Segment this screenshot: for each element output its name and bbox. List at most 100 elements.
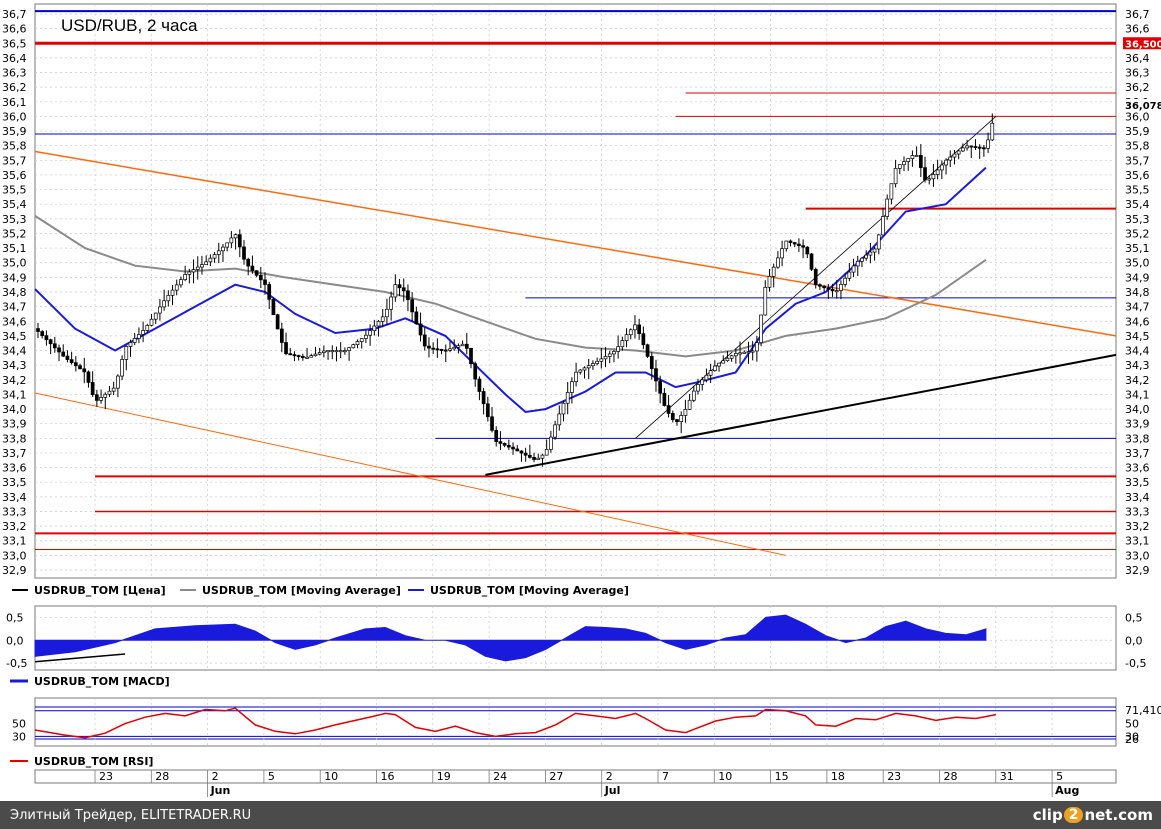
y-tick-right: 34,1 <box>1125 388 1150 401</box>
candle-body <box>633 324 637 331</box>
candle-body <box>767 275 772 288</box>
candle-body <box>839 284 843 291</box>
y-tick-left: 33,9 <box>2 418 27 431</box>
y-tick-right: 33,7 <box>1125 447 1150 460</box>
candle-body <box>973 146 978 149</box>
y-tick-left: 34,6 <box>2 315 27 328</box>
candle-body <box>494 429 499 442</box>
y-tick-right: 33,3 <box>1125 505 1150 518</box>
candle-body <box>515 448 520 452</box>
candle-body <box>881 216 885 236</box>
y-tick-left: 34,4 <box>2 345 27 358</box>
y-tick-left: 34,0 <box>2 403 27 416</box>
candle-body <box>221 246 225 252</box>
candle-body <box>506 444 511 448</box>
day-label: 24 <box>493 770 507 783</box>
y-tick-right: 35,7 <box>1125 154 1150 167</box>
candle-body <box>120 359 124 377</box>
candle-body <box>263 279 267 285</box>
macd-tick-left: 0,0 <box>6 634 24 647</box>
candle-body <box>755 342 759 352</box>
main-y-axis: 32,9 32,933,0 33,033,1 33,133,2 33,233,3 33,3… <box>2 8 1161 577</box>
legend: USDRUB_TOM [Цена] USDRUB_TOM [Moving Aver… <box>12 584 629 597</box>
candle-body <box>620 340 625 348</box>
y-tick-left: 33,2 <box>2 520 27 533</box>
y-tick-right: 33,2 <box>1125 520 1150 533</box>
y-tick-left: 33,1 <box>2 535 27 548</box>
y-tick-left: 35,3 <box>2 213 27 226</box>
candle-body <box>284 342 288 354</box>
candle-body <box>40 331 45 336</box>
y-tick-left: 35,6 <box>2 169 27 182</box>
candle-body <box>305 356 309 359</box>
candle-body <box>443 349 448 352</box>
y-tick-right: 34,4 <box>1125 345 1150 358</box>
candle-body <box>910 155 915 159</box>
y-tick-right: 34,0 <box>1125 403 1150 416</box>
candle-body <box>380 316 385 322</box>
y-tick-right: 33,6 <box>1125 462 1150 475</box>
candle-body <box>439 349 444 351</box>
candle-body <box>717 362 721 367</box>
candle-body <box>511 446 515 450</box>
candle-body <box>401 287 406 292</box>
candle-body <box>578 369 583 373</box>
candle-body <box>250 265 255 271</box>
candle-body <box>965 145 969 149</box>
candle-body <box>464 343 469 349</box>
y-tick-left: 35,9 <box>2 125 27 138</box>
y-tick-left: 33,0 <box>2 549 27 562</box>
candle-body <box>687 399 692 410</box>
candle-body <box>918 154 923 168</box>
y-tick-left: 36,0 <box>2 110 27 123</box>
candle-body <box>595 360 599 364</box>
candle-body <box>406 290 410 300</box>
y-tick-right: 35,5 <box>1125 184 1150 197</box>
footer-bar: Элитный Трейдер, ELITETRADER.RU clip 2 net… <box>0 801 1161 829</box>
candle-body <box>691 390 696 401</box>
candle-body <box>750 350 755 353</box>
candle-body <box>200 264 204 268</box>
candle-body <box>553 424 557 438</box>
y-tick-right: 35,3 <box>1125 213 1150 226</box>
y-tick-left: 34,1 <box>2 388 27 401</box>
y-tick-left: 34,3 <box>2 359 27 372</box>
candle-body <box>565 392 570 404</box>
candle-body <box>591 363 595 367</box>
day-label: 2 <box>606 770 613 783</box>
candle-body <box>473 363 478 380</box>
macd-tick-left: -0,5 <box>6 657 27 670</box>
y-tick-left: 33,7 <box>2 447 27 460</box>
candle-body <box>355 341 360 346</box>
y-tick-left: 33,6 <box>2 462 27 475</box>
candle-body <box>645 344 650 357</box>
candle-body <box>334 350 339 353</box>
candle-body <box>637 324 642 335</box>
candle-body <box>809 253 814 270</box>
candle-body <box>603 356 608 360</box>
rsi-curve <box>34 707 997 739</box>
candle-body <box>549 436 553 450</box>
logo-part-c: net.com <box>1084 806 1153 824</box>
day-label: 2 <box>212 770 219 783</box>
candle-body <box>338 350 343 353</box>
day-label: 10 <box>718 770 732 783</box>
candle-body <box>675 419 679 422</box>
candle-body <box>490 416 494 431</box>
y-tick-right: 33,0 <box>1125 549 1150 562</box>
candle-body <box>317 352 322 355</box>
candle-body <box>544 449 549 456</box>
candle-body <box>868 251 873 256</box>
logo-part-a: clip <box>1032 806 1063 824</box>
candle-body <box>204 261 209 265</box>
candle-body <box>52 343 57 349</box>
candle-body <box>351 344 356 349</box>
candle-body <box>427 345 431 349</box>
candle-body <box>343 350 347 353</box>
candle-body <box>448 348 452 351</box>
rsi-grid <box>34 697 1117 747</box>
candle-body <box>599 358 604 362</box>
candle-body <box>666 405 671 414</box>
candle-body <box>95 394 99 401</box>
candle-body <box>788 240 793 243</box>
